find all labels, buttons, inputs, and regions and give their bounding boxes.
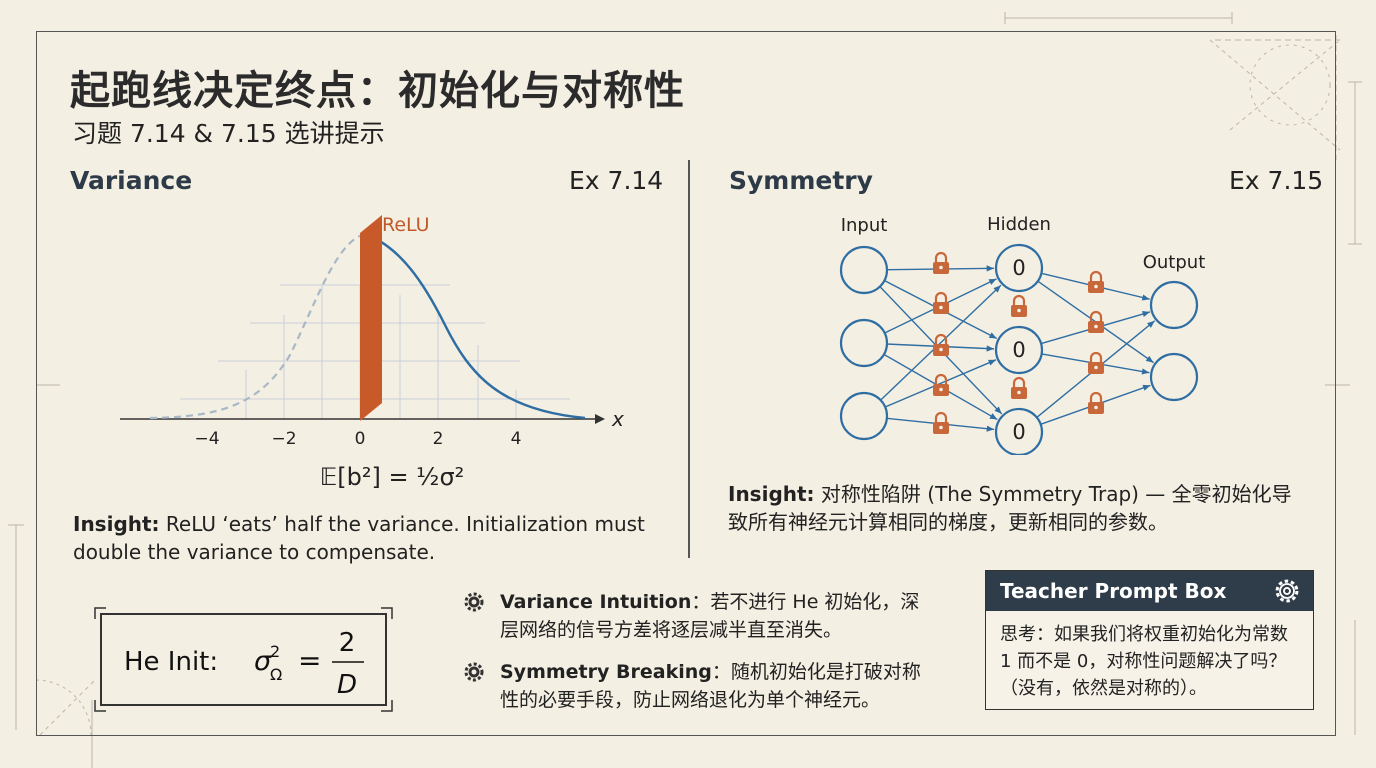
tip-text: ：随机初始化是打破对称性的必要手段，防止网络退化为单个神经元。 [500,661,921,711]
nn-arrowhead [1142,384,1151,391]
he-sigma-sup: 2 [270,642,280,661]
teacher-prompt-box: Teacher Prompt Box 思考：如果我们将权重初始化为常数 1 而不… [985,570,1314,710]
tip-label: Variance Intuition [500,591,692,613]
insight-text: 对称性陷阱 (The Symmetry Trap) — 全零初始化导致所有神经元… [728,482,1292,534]
tip-text: ：若不进行 He 初始化，深层网络的信号方差将逐层减半直至消失。 [500,591,920,641]
input-label: Input [841,215,888,236]
insight-label: Insight: [73,512,160,536]
lock-icon [1011,294,1027,317]
content-frame [36,31,1336,736]
nn-arrowhead [988,332,997,339]
nn-arrowhead [989,413,998,420]
nn-connection [884,359,997,408]
ex-714-label: Ex 7.14 [569,166,664,195]
nn-arrowhead [987,359,996,366]
nn-node [839,318,889,368]
he-sigma-sub: Ω [270,665,282,684]
output-label: Output [1143,252,1206,273]
x-axis-var: x [611,407,624,431]
nn-locks [933,251,1104,434]
symmetry-heading: Symmetry [729,166,873,195]
gaussian-right-curve [361,231,586,420]
nn-arrowhead [993,285,1001,293]
teacher-header: Teacher Prompt Box [986,571,1313,611]
x-tick-label: −2 [271,429,296,449]
he-init-label: He Init: [124,647,218,677]
nn-connection [880,284,1002,401]
variance-insight: Insight: ReLU ‘eats’ half the variance. … [73,510,653,566]
nn-arrowhead [1141,294,1150,301]
tip-symmetry-breaking: Symmetry Breaking：随机初始化是打破对称性的必要手段，防止网络退… [462,658,932,714]
nn-nodes [839,243,1199,455]
teacher-title: Teacher Prompt Box [1000,579,1227,603]
nn-node [994,325,1044,375]
tip-variance-intuition: Variance Intuition：若不进行 He 初始化，深层网络的信号方差… [462,588,932,644]
he-denominator: D [337,670,357,700]
he-equals: = [298,644,321,677]
lock-icon [933,333,949,356]
he-numerator: 2 [339,628,356,658]
page-subtitle: 习题 7.14 & 7.15 选讲提示 [72,119,385,148]
lock-icon [1088,270,1104,293]
page-title: 起跑线决定终点：初始化与对称性 [70,68,685,114]
nn-node [994,407,1044,455]
gear-icon [464,592,484,612]
lock-icon [1088,310,1104,333]
nn-node [1149,280,1199,330]
lock-icon [1088,351,1104,374]
variance-formula: 𝔼[b²] = ½σ² [320,463,465,491]
gear-icon[interactable] [1273,577,1301,605]
nn-arrowhead [1146,320,1155,328]
x-tick-label: 2 [433,429,444,449]
lock-icon [933,291,949,314]
x-axis-arrow [595,414,605,424]
lock-icon [933,373,949,396]
x-tick-label: 0 [355,429,366,449]
nn-arrowhead [986,425,995,432]
teacher-text: 思考：如果我们将权重初始化为常数 1 而不是 0，对称性问题解决了吗？（没有，依… [1000,624,1288,699]
nn-node [839,391,889,441]
insight-label: Insight: [728,482,815,506]
nn-arrowhead [1142,311,1150,318]
x-tick-label: −4 [194,429,219,449]
nn-node [1149,352,1199,402]
tip-label: Symmetry Breaking [500,661,712,683]
ex-715-label: Ex 7.15 [1229,166,1324,195]
nn-node [994,243,1044,293]
section-divider [688,160,690,558]
variance-heading: Variance [70,166,193,195]
hidden-label: Hidden [987,214,1051,235]
nn-node [839,245,889,295]
hidden-node-value: 0 [1012,256,1025,280]
nn-arrowhead [986,345,995,352]
gaussian-left-dashed [149,233,363,420]
nn-arrowhead [1141,368,1150,375]
he-sigma: σ [254,646,272,677]
hidden-node-value: 0 [1012,338,1025,362]
relu-barrier [360,215,382,421]
insight-text: ReLU ‘eats’ half the variance. Initializ… [73,512,645,564]
nn-arrowhead [994,406,1002,414]
nn-arrowhead [1145,355,1154,363]
lock-icon [1088,391,1104,414]
lock-icon [1011,376,1027,399]
neural-network-diagram: Input Hidden Output 0 0 0 [839,214,1206,455]
relu-gaussian-plot: x ReLU −4 −2 0 2 4 𝔼[b²] = ½σ² [120,214,624,491]
nn-arrowhead [986,265,995,272]
relu-label: ReLU [382,214,430,236]
gear-icon [464,662,484,682]
hidden-node-value: 0 [1012,420,1025,444]
lock-icon [933,411,949,434]
lock-icon [933,251,949,274]
he-box-corners [94,607,393,712]
nn-arrowhead [988,278,997,285]
symmetry-insight: Insight: 对称性陷阱 (The Symmetry Trap) — 全零初… [728,480,1308,536]
x-tick-label: 4 [511,429,522,449]
he-init-box: He Init: σ 2 Ω = 2 D [100,613,387,706]
